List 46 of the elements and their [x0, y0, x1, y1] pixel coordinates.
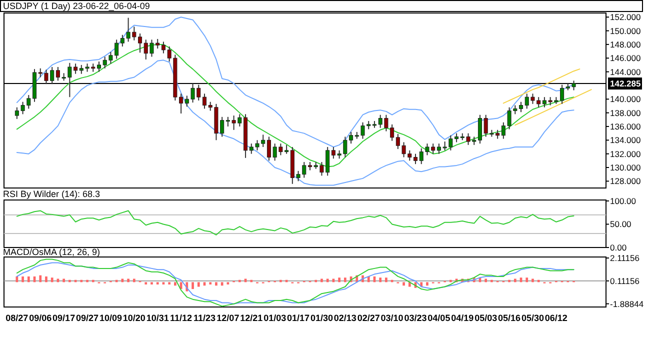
chart-title: RSI By Wilder (14): 68.3	[3, 189, 100, 199]
y-tick-label: 138.000	[610, 108, 641, 118]
x-tick-label: 05/03	[474, 313, 498, 323]
x-tick-label: 09/27	[76, 313, 99, 323]
y-tick-label: 128.000	[610, 176, 641, 186]
y-tick-label: 134.000	[610, 135, 641, 146]
x-tick-label: 02/27	[357, 313, 380, 323]
x-tick-label: 11/23	[193, 313, 216, 323]
y-tick-label: 144.000	[610, 66, 641, 77]
x-tick-label: 12/21	[240, 313, 263, 323]
x-tick-label: 04/05	[428, 313, 450, 323]
y-tick-label: 148.000	[610, 39, 641, 50]
x-tick-label: 01/17	[287, 313, 310, 323]
x-tick-label: 12/07	[216, 313, 240, 323]
y-tick-label: 2.11156	[610, 253, 640, 264]
y-tick-label: 0.11156	[610, 276, 640, 286]
x-tick-label: 11/12	[170, 313, 192, 323]
x-tick-label: 09/17	[52, 313, 76, 323]
x-tick-label: 01/03	[264, 313, 286, 323]
x-tick-label: 01/30	[310, 313, 333, 323]
y-tick-label: 0.00	[610, 242, 627, 252]
x-tick-label: 04/19	[451, 313, 474, 323]
x-tick-label: 08/27	[6, 313, 28, 323]
y-tick-label: 140.000	[610, 94, 641, 104]
x-tick-label: 03/23	[404, 313, 427, 323]
x-tick-label: 05/16	[498, 313, 521, 323]
ref-line-label: 142.285	[610, 78, 641, 89]
x-tick-label: 03/10	[380, 313, 404, 323]
x-tick-label: 02/13	[334, 313, 356, 323]
x-tick-label: 05/30	[521, 313, 544, 323]
x-tick-label: 06/12	[544, 313, 568, 323]
x-tick-label: 10/31	[146, 313, 169, 323]
x-tick-label: 10/09	[99, 313, 122, 323]
x-tick-label: 10/20	[122, 313, 146, 323]
y-tick-label: 152.000	[610, 12, 641, 22]
chart-title: USDJPY (1 Day) 23-06-22_06-04-09	[3, 1, 150, 11]
chart-title: MACD/OsMA (12, 26, 9)	[3, 247, 100, 257]
y-tick-label: 130.000	[610, 162, 641, 172]
y-tick-label: -1.88844	[610, 298, 644, 309]
y-tick-label: 132.000	[610, 148, 641, 159]
y-tick-label: 150.000	[610, 26, 641, 36]
y-tick-label: 50.00	[610, 219, 632, 230]
y-tick-label: 136.000	[610, 121, 641, 132]
x-tick-label: 09/06	[29, 313, 52, 323]
y-tick-label: 100.00	[610, 196, 636, 206]
y-tick-label: 146.000	[610, 53, 641, 64]
